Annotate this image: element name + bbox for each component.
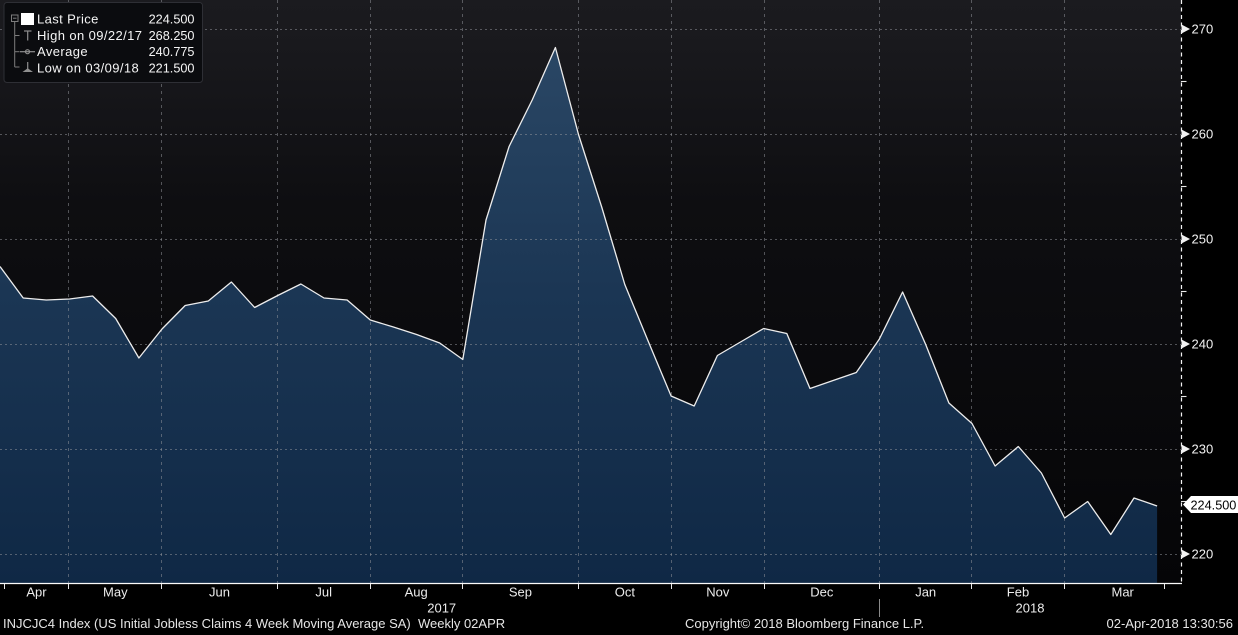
svg-text:High on 09/22/17: High on 09/22/17 xyxy=(37,28,142,43)
svg-text:Jan: Jan xyxy=(915,585,936,600)
svg-text:220: 220 xyxy=(1192,547,1214,562)
svg-text:240: 240 xyxy=(1192,337,1214,352)
svg-text:Jun: Jun xyxy=(209,585,230,600)
svg-text:Apr: Apr xyxy=(26,585,47,600)
svg-text:May: May xyxy=(103,585,128,600)
svg-text:Low on 03/09/18: Low on 03/09/18 xyxy=(37,60,139,75)
svg-text:Oct: Oct xyxy=(615,585,636,600)
svg-text:Average: Average xyxy=(37,44,88,59)
svg-text:Feb: Feb xyxy=(1007,585,1029,600)
svg-text:250: 250 xyxy=(1192,232,1214,247)
svg-text:Dec: Dec xyxy=(810,585,834,600)
svg-text:230: 230 xyxy=(1192,442,1214,457)
svg-text:Last Price: Last Price xyxy=(37,12,99,27)
svg-text:270: 270 xyxy=(1192,22,1214,37)
svg-text:INJCJC4 Index (US Initial Jobl: INJCJC4 Index (US Initial Jobless Claims… xyxy=(3,616,505,631)
svg-text:268.250: 268.250 xyxy=(149,29,195,43)
svg-text:02-Apr-2018 13:30:56: 02-Apr-2018 13:30:56 xyxy=(1107,616,1233,631)
svg-text:240.775: 240.775 xyxy=(149,45,195,59)
svg-text:221.500: 221.500 xyxy=(149,61,195,75)
svg-text:Mar: Mar xyxy=(1112,585,1135,600)
svg-text:Copyright© 2018 Bloomberg Fina: Copyright© 2018 Bloomberg Finance L.P. xyxy=(685,616,924,631)
svg-text:2018: 2018 xyxy=(1016,601,1045,616)
svg-text:Aug: Aug xyxy=(405,585,428,600)
svg-text:2017: 2017 xyxy=(427,601,456,616)
svg-text:260: 260 xyxy=(1192,127,1214,142)
svg-text:Nov: Nov xyxy=(706,585,730,600)
svg-text:Sep: Sep xyxy=(509,585,532,600)
svg-text:224.500: 224.500 xyxy=(149,13,195,27)
svg-text:224.500: 224.500 xyxy=(1191,498,1237,512)
svg-text:Jul: Jul xyxy=(315,585,332,600)
